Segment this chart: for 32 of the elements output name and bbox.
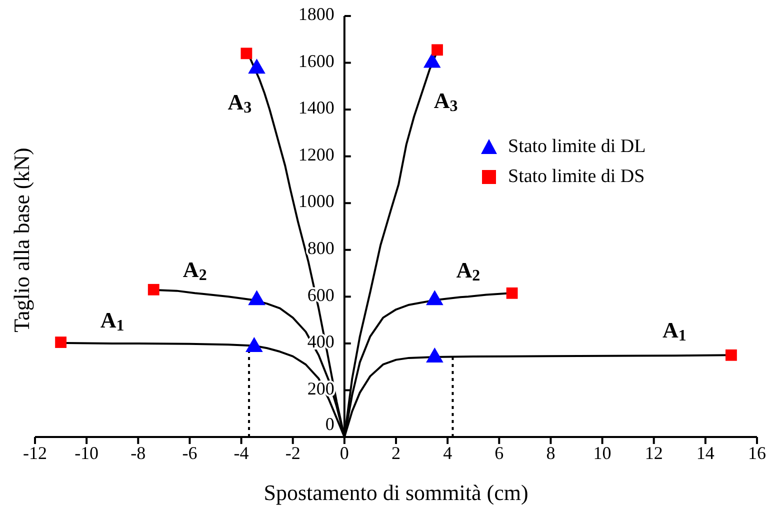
y-tick-label: 1400 (298, 98, 334, 118)
series-label: A$_{3}$ (434, 88, 458, 115)
series-label: A$_{2}$ (456, 258, 480, 284)
x-tick-label: 8 (546, 442, 556, 463)
series-label: A$_{1}$ (662, 318, 686, 344)
series-label: A$_{2}$ (182, 257, 207, 284)
x-tick-label: -10 (74, 442, 99, 463)
x-tick-label: 4 (443, 442, 452, 463)
x-axis-title: Spostamento di sommità (cm) (264, 480, 528, 505)
x-tick-label: 0 (340, 442, 349, 463)
series-label: A$_{3}$ (228, 90, 252, 116)
legend-label: Stato limite di DS (508, 166, 645, 188)
y-tick-label: 1200 (298, 144, 334, 164)
legend-label: Stato limite di DL (508, 136, 646, 158)
x-tick-label: -4 (234, 442, 249, 463)
x-tick-label: -2 (285, 442, 300, 463)
y-tick-label: 1800 (298, 4, 334, 24)
x-tick-label: -6 (182, 442, 198, 463)
y-tick-label: 0 (325, 414, 334, 434)
series-label: A$_{1}$ (100, 307, 124, 334)
x-tick-label: -12 (23, 442, 47, 463)
y-axis-title: Taglio alla base (kN) (9, 148, 35, 332)
x-tick-label: 10 (593, 442, 612, 463)
x-tick-label: 2 (392, 442, 400, 463)
y-tick-label: 1000 (298, 191, 334, 212)
x-tick-label: 6 (494, 442, 504, 463)
x-tick-label: -8 (130, 442, 146, 463)
y-tick-label: 800 (307, 238, 334, 258)
x-tick-label: 14 (696, 442, 714, 463)
x-tick-label: 16 (748, 442, 766, 463)
x-tick-label: 12 (644, 442, 663, 463)
y-tick-label: 1600 (298, 50, 334, 71)
